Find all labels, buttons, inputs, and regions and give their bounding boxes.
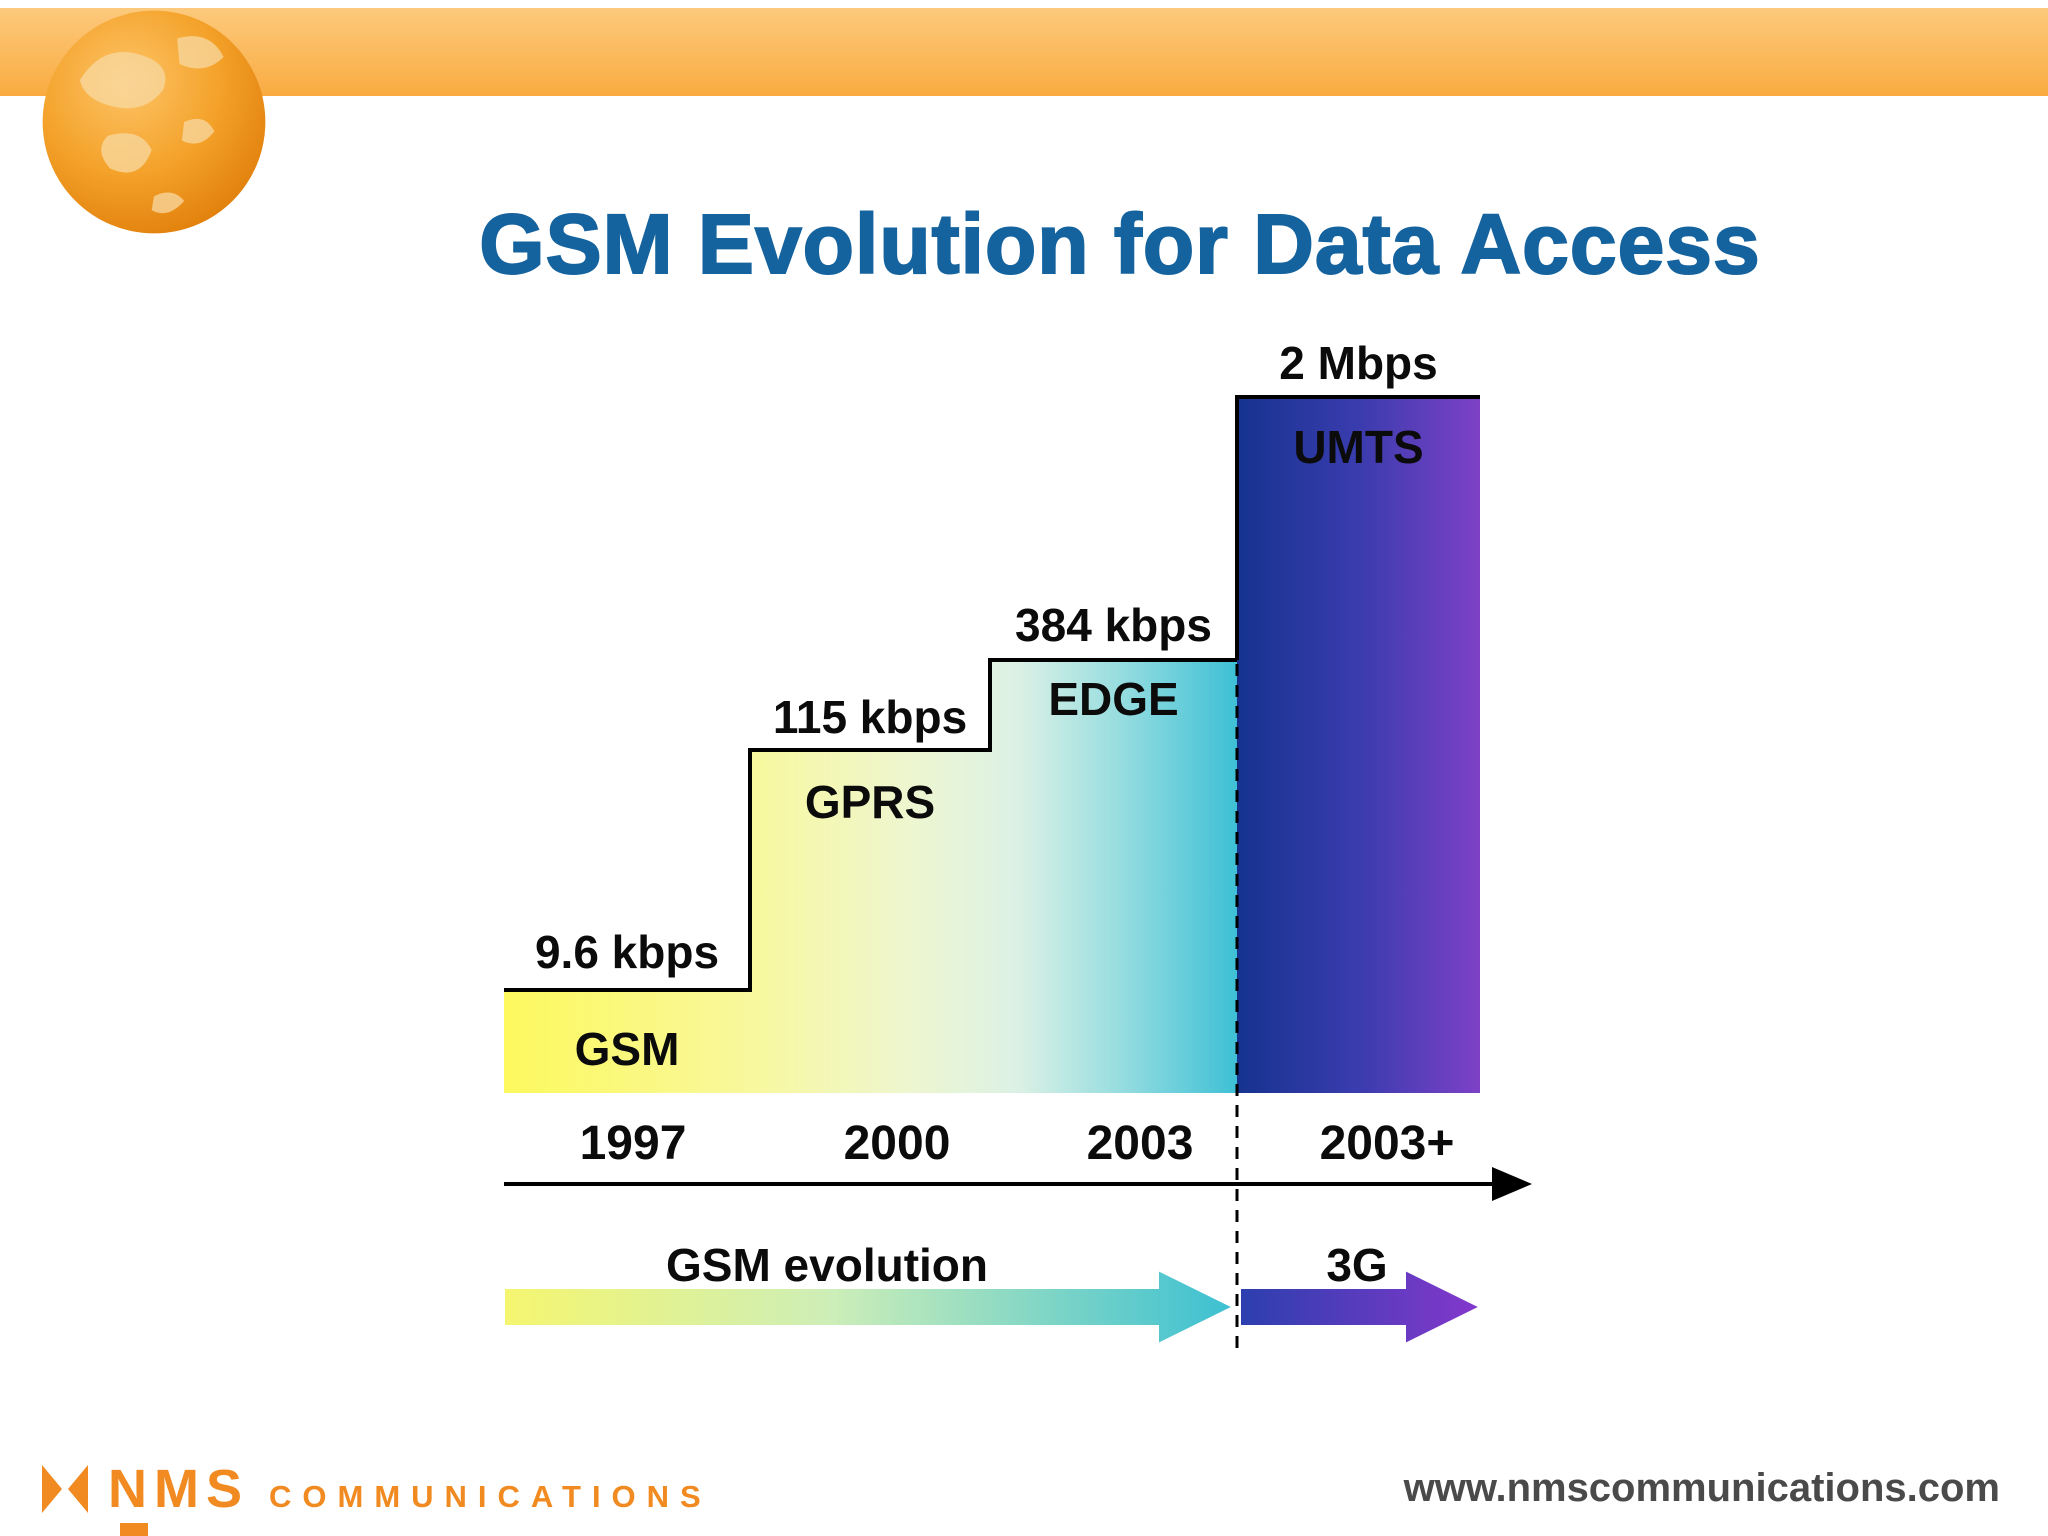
rate-label-edge: 384 kbps [1015, 599, 1212, 651]
tech-label-gsm: GSM [574, 1023, 680, 1075]
rate-label-gsm: 9.6 kbps [534, 926, 720, 978]
globe-icon [42, 10, 266, 234]
staircase-outline [504, 658, 1237, 992]
umts-outline [1235, 395, 1480, 660]
logo-communications-text: COMMUNICATIONS [269, 1479, 712, 1514]
bar-umts [1237, 397, 1480, 1093]
phase-label-gsm-evolution: GSM evolution [666, 1239, 988, 1291]
phase-label-3g: 3G [1326, 1239, 1388, 1291]
tech-label-gprs: GPRS [804, 776, 936, 828]
rate-label-gprs: 115 kbps [772, 691, 968, 743]
nms-logo-mark-icon [42, 1465, 88, 1513]
website-url: www.nmscommunications.com [1403, 1466, 2000, 1510]
axis-year-2000: 2000 [843, 1117, 951, 1170]
tech-label-edge: EDGE [1048, 673, 1179, 725]
gsm-evolution-arrow-icon [503, 1268, 1236, 1346]
axis-year-2003plus: 2003+ [1319, 1117, 1455, 1170]
nms-logo: NMS COMMUNICATIONS [42, 1458, 712, 1520]
top-accent-bar [0, 8, 2048, 96]
time-axis-arrowhead-icon [1492, 1167, 1532, 1201]
rate-label-umts: 2 Mbps [1279, 337, 1438, 389]
3g-arrow-icon [1239, 1268, 1483, 1346]
logo-nms-text: NMS [108, 1459, 249, 1519]
tech-label-umts: UMTS [1293, 421, 1424, 473]
axis-year-2003: 2003 [1086, 1117, 1194, 1170]
page-title: GSM Evolution for Data Access [478, 196, 1761, 292]
logo-footer-accent [120, 1523, 148, 1536]
axis-year-1997: 1997 [579, 1117, 687, 1170]
staircase-gsm-gprs-edge [504, 660, 1237, 1093]
